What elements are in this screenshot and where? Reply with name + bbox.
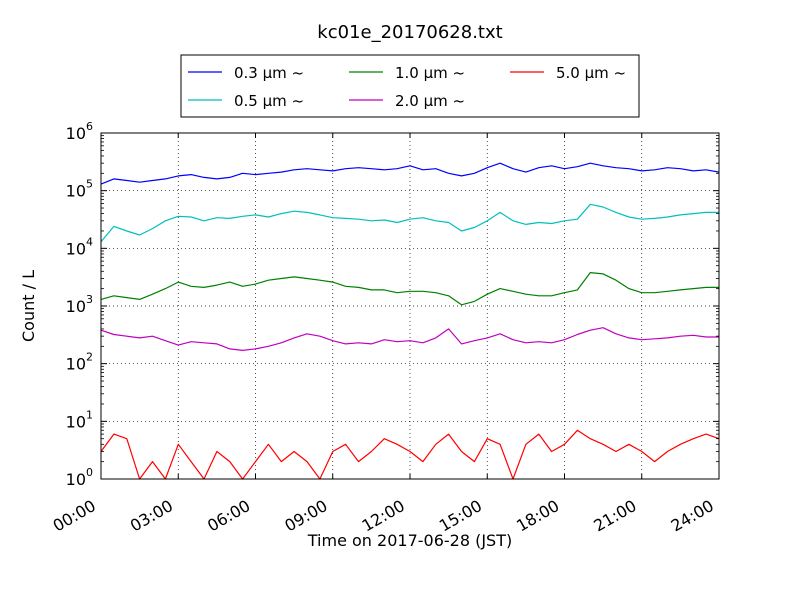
series-line <box>100 203 719 243</box>
grid-lines <box>101 133 719 479</box>
series-line <box>100 272 719 306</box>
x-axis-label: Time on 2017-06-28 (JST) <box>307 531 512 550</box>
legend: 0.3 μm ~ 0.5 μm ~ 1.0 μm ~ 2.0 μm ~ 5.0 μm ~ <box>180 54 640 118</box>
legend-box <box>180 54 640 118</box>
legend-label: 5.0 μm ~ <box>556 64 626 82</box>
legend-label: 0.3 μm ~ <box>234 64 304 82</box>
chart-title: kc01e_20170628.txt <box>317 22 502 43</box>
tick-marks <box>100 132 720 480</box>
legend-label: 2.0 μm ~ <box>395 92 465 110</box>
legend-label: 1.0 μm ~ <box>395 64 465 82</box>
y-axis-label: Count / L <box>19 270 38 342</box>
series-line <box>100 162 720 185</box>
series-line <box>100 327 719 351</box>
legend-label: 0.5 μm ~ <box>234 92 304 110</box>
